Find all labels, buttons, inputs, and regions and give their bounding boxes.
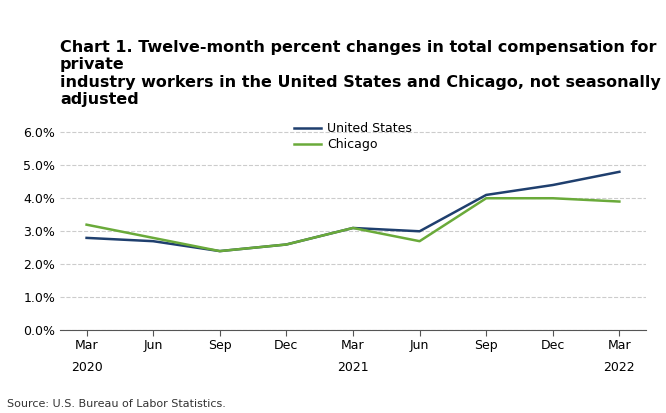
Text: 2020: 2020 bbox=[71, 361, 103, 374]
United States bbox=[349, 225, 357, 230]
United States bbox=[216, 249, 224, 254]
United States bbox=[482, 192, 490, 197]
United States bbox=[83, 235, 91, 240]
Chicago bbox=[549, 196, 557, 201]
Text: Chart 1. Twelve-month percent changes in total compensation for private
industry: Chart 1. Twelve-month percent changes in… bbox=[60, 40, 661, 107]
Text: Source: U.S. Bureau of Labor Statistics.: Source: U.S. Bureau of Labor Statistics. bbox=[7, 399, 226, 409]
United States bbox=[615, 169, 623, 174]
Chicago bbox=[149, 235, 157, 240]
Chicago bbox=[615, 199, 623, 204]
Legend: United States, Chicago: United States, Chicago bbox=[294, 122, 412, 151]
Chicago bbox=[216, 249, 224, 254]
United States bbox=[549, 183, 557, 188]
Chicago bbox=[416, 239, 424, 244]
United States bbox=[282, 242, 290, 247]
United States bbox=[149, 239, 157, 244]
Text: 2021: 2021 bbox=[337, 361, 369, 374]
Text: 2022: 2022 bbox=[603, 361, 635, 374]
Chicago bbox=[83, 222, 91, 227]
United States bbox=[416, 229, 424, 234]
Line: United States: United States bbox=[87, 172, 619, 251]
Chicago bbox=[482, 196, 490, 201]
Chicago bbox=[349, 225, 357, 230]
Chicago bbox=[282, 242, 290, 247]
Line: Chicago: Chicago bbox=[87, 198, 619, 251]
